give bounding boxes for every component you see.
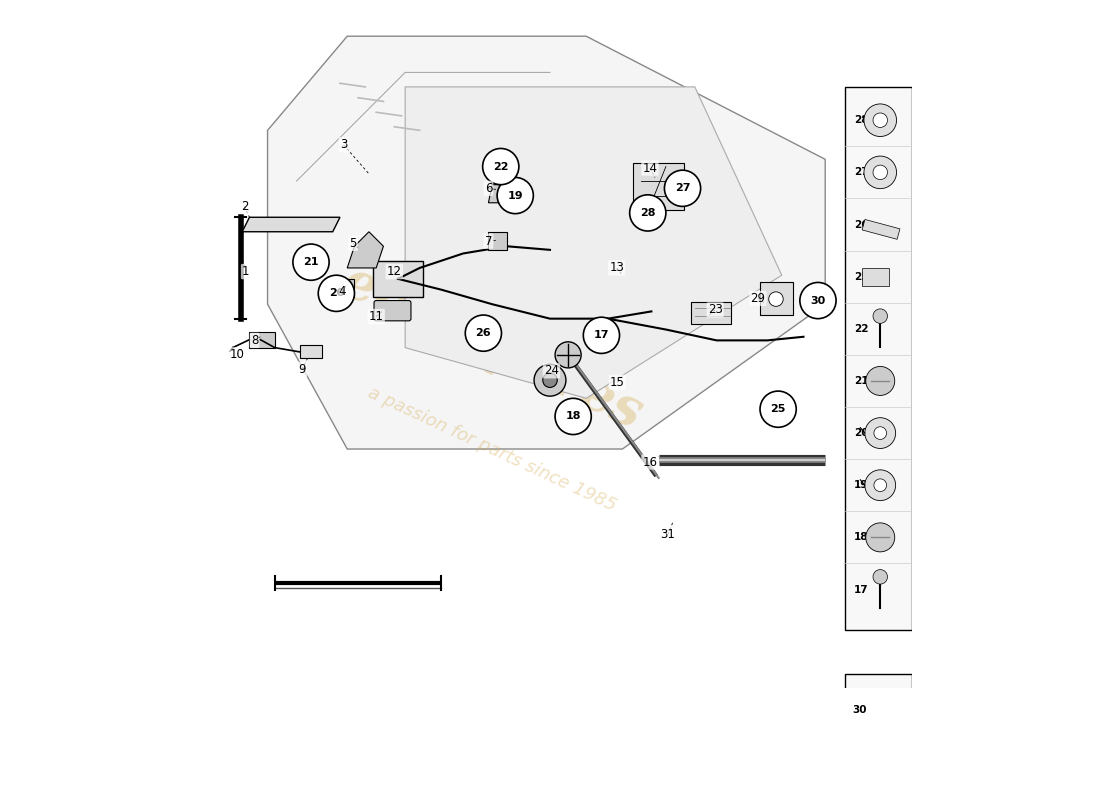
Circle shape (873, 113, 888, 127)
Text: 30: 30 (852, 705, 867, 714)
Text: 30: 30 (811, 295, 826, 306)
Text: 18: 18 (565, 411, 581, 422)
Text: 12: 12 (387, 265, 402, 278)
Text: 8: 8 (251, 334, 258, 347)
Polygon shape (242, 218, 340, 232)
Circle shape (866, 523, 894, 552)
FancyBboxPatch shape (374, 301, 411, 321)
Circle shape (497, 178, 534, 214)
Text: 10: 10 (230, 348, 244, 362)
Circle shape (556, 342, 581, 368)
Circle shape (864, 156, 896, 189)
Text: 3: 3 (340, 138, 348, 151)
Text: 15: 15 (609, 376, 625, 389)
Circle shape (873, 479, 887, 491)
Text: 2: 2 (241, 200, 249, 213)
Text: 27: 27 (855, 167, 869, 178)
Text: 21: 21 (855, 376, 869, 386)
Text: 19: 19 (855, 480, 869, 490)
Circle shape (873, 570, 888, 584)
Circle shape (465, 315, 502, 351)
Text: 7: 7 (485, 234, 492, 248)
Circle shape (629, 195, 666, 231)
Text: 18: 18 (855, 532, 869, 542)
Circle shape (542, 373, 558, 387)
Circle shape (318, 275, 354, 311)
Polygon shape (634, 163, 684, 210)
Polygon shape (862, 267, 889, 286)
Bar (862, 219, 900, 239)
Text: 4: 4 (339, 286, 345, 298)
Text: eurospares: eurospares (333, 255, 651, 440)
Circle shape (664, 170, 701, 206)
Circle shape (864, 104, 896, 137)
Text: 9: 9 (298, 363, 306, 376)
Bar (250, 332, 275, 348)
Circle shape (800, 282, 836, 318)
Text: 17: 17 (594, 330, 609, 340)
Circle shape (556, 398, 592, 434)
Circle shape (760, 391, 796, 427)
Polygon shape (348, 232, 384, 268)
Bar (488, 232, 506, 250)
Circle shape (873, 309, 888, 323)
Text: 14: 14 (642, 162, 658, 174)
Text: 5: 5 (350, 237, 356, 250)
Text: 20: 20 (329, 288, 344, 298)
FancyBboxPatch shape (846, 746, 912, 800)
Text: a passion for parts since 1985: a passion for parts since 1985 (365, 383, 619, 514)
Bar (846, 87, 912, 630)
Text: 11: 11 (368, 310, 384, 323)
Text: 27: 27 (674, 183, 691, 194)
Bar (340, 279, 354, 297)
Circle shape (769, 292, 783, 306)
Text: 13: 13 (609, 262, 624, 274)
Text: 16: 16 (642, 455, 658, 469)
Circle shape (865, 418, 895, 449)
Text: 29: 29 (750, 292, 766, 305)
Text: 19: 19 (507, 190, 522, 201)
Circle shape (866, 366, 894, 395)
Text: 17: 17 (855, 585, 869, 594)
Polygon shape (373, 261, 424, 297)
Circle shape (293, 244, 329, 280)
Text: 22: 22 (855, 324, 869, 334)
Text: 31: 31 (661, 528, 675, 541)
Polygon shape (267, 36, 825, 449)
FancyBboxPatch shape (846, 674, 912, 746)
Bar (760, 282, 793, 315)
Text: 1: 1 (242, 265, 250, 278)
Text: 25: 25 (855, 272, 869, 282)
Polygon shape (852, 753, 909, 790)
Text: 21: 21 (304, 257, 319, 267)
Text: 28: 28 (855, 115, 869, 126)
Circle shape (866, 697, 894, 726)
Text: 28: 28 (640, 208, 656, 218)
Circle shape (583, 318, 619, 354)
Circle shape (873, 165, 888, 180)
Text: 26: 26 (855, 219, 869, 230)
Polygon shape (405, 87, 782, 398)
Text: 23: 23 (707, 303, 723, 317)
Polygon shape (488, 185, 510, 202)
Bar (691, 302, 732, 324)
Circle shape (865, 470, 895, 501)
Circle shape (483, 149, 519, 185)
Text: 6: 6 (485, 182, 492, 194)
Text: 24: 24 (543, 364, 559, 378)
Text: 26: 26 (475, 328, 492, 338)
Circle shape (535, 364, 565, 396)
Text: 25: 25 (770, 404, 785, 414)
Text: 20: 20 (855, 428, 869, 438)
Bar (300, 346, 322, 358)
Text: 22: 22 (493, 162, 508, 171)
Circle shape (873, 426, 887, 439)
